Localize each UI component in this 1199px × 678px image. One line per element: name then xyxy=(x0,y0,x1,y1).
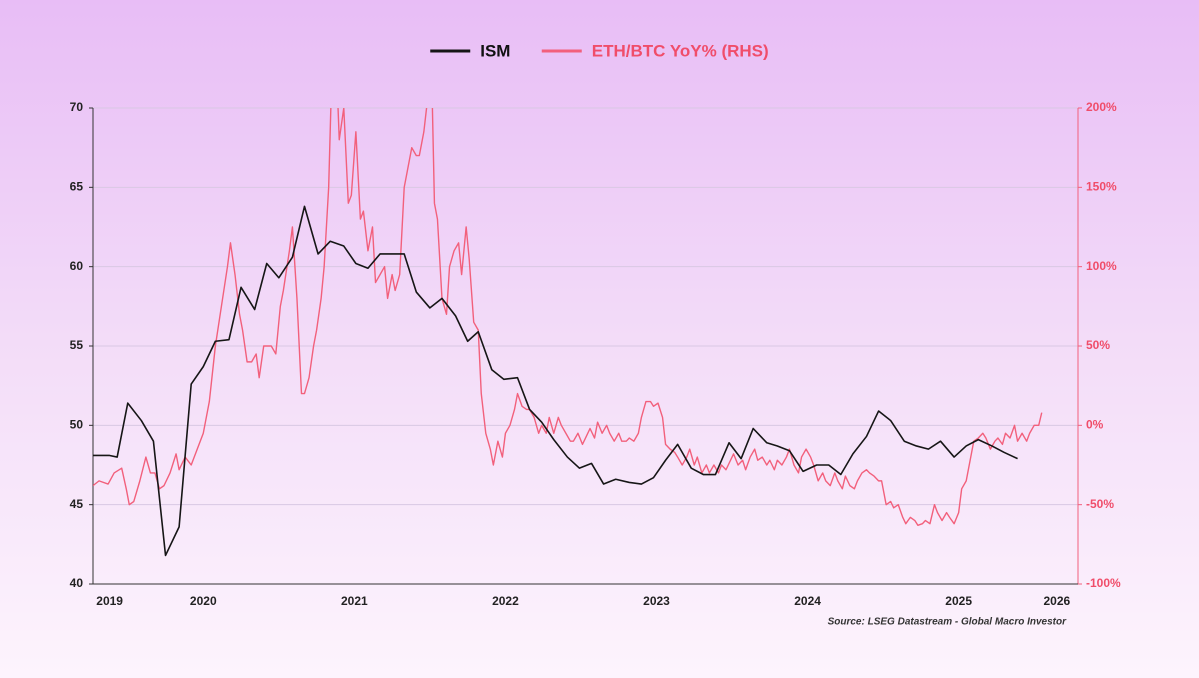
y-tick-label: 40 xyxy=(70,576,84,590)
x-tick-label: 2026 xyxy=(1043,594,1070,608)
y2-tick-label: 0% xyxy=(1086,418,1104,432)
plot-area xyxy=(93,108,1043,557)
x-tick-label: 2023 xyxy=(643,594,670,608)
x-tick-label: 2021 xyxy=(341,594,368,608)
y2-tick-label: -100% xyxy=(1086,576,1121,590)
x-tick-label: 2020 xyxy=(190,594,217,608)
legend-label: ETH/BTC YoY% (RHS) xyxy=(592,41,769,60)
y2-tick-label: 150% xyxy=(1086,180,1117,194)
y-tick-label: 55 xyxy=(70,338,84,352)
x-tick-label: 2024 xyxy=(794,594,821,608)
legend: ISM ETH/BTC YoY% (RHS) xyxy=(430,41,769,60)
legend-label: ISM xyxy=(480,41,510,60)
y-tick-label: 50 xyxy=(70,418,84,432)
y-tick-label: 65 xyxy=(70,180,84,194)
series-line xyxy=(93,205,1018,557)
y-tick-label: 70 xyxy=(70,100,84,114)
y-tick-label: 60 xyxy=(70,259,84,273)
source-note: Source: LSEG Datastream - Global Macro I… xyxy=(828,617,1068,628)
x-tick-label: 2019 xyxy=(96,594,123,608)
y2-tick-label: 100% xyxy=(1086,259,1117,273)
series-line xyxy=(93,108,1043,526)
grid xyxy=(93,107,1078,585)
x-tick-label: 2022 xyxy=(492,594,519,608)
y-tick-label: 45 xyxy=(70,497,84,511)
y2-tick-label: -50% xyxy=(1086,497,1114,511)
axes: 40 45 50 55 60 65 70 -100% -50% 0% 50% 100% 150% 200%… xyxy=(70,100,1121,608)
y2-tick-label: 200% xyxy=(1086,100,1117,114)
x-tick-label: 2025 xyxy=(945,594,972,608)
y2-tick-label: 50% xyxy=(1086,338,1110,352)
